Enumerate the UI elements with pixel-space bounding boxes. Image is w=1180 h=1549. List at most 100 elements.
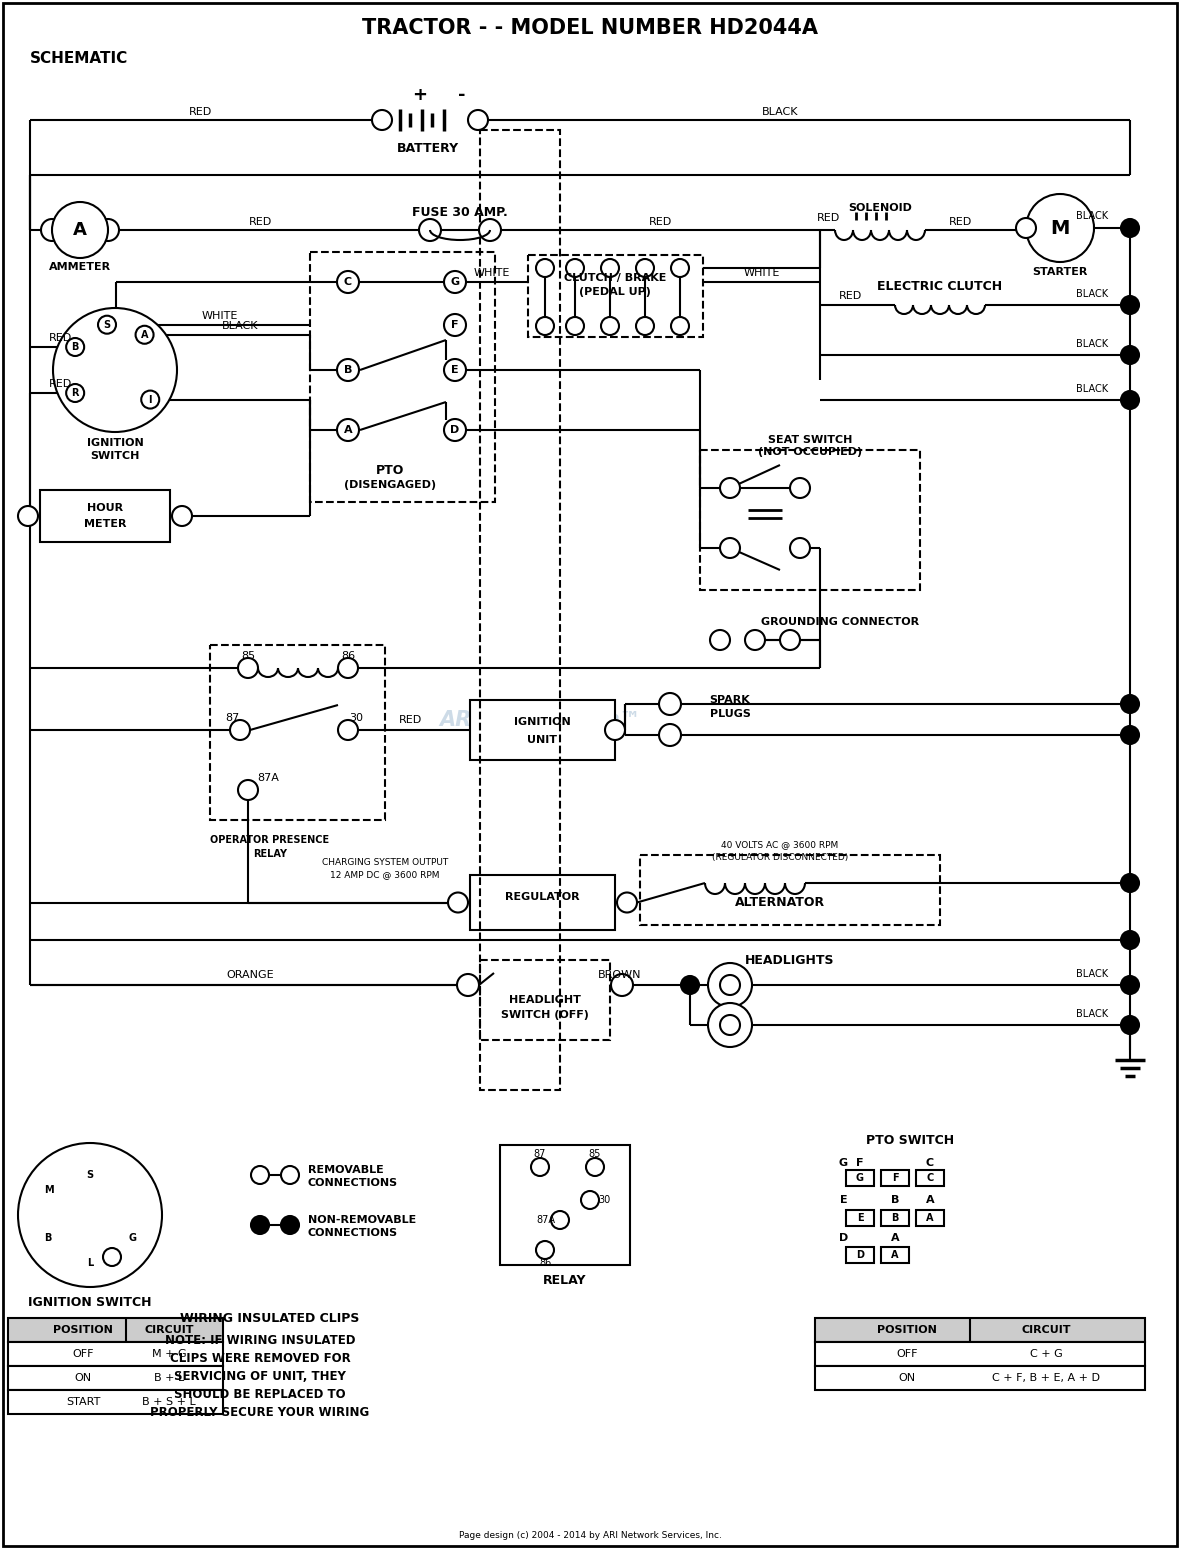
Bar: [310, 252, 494, 502]
Circle shape: [710, 630, 730, 651]
Text: RED: RED: [189, 107, 211, 118]
Bar: [846, 1247, 874, 1262]
Text: E: E: [840, 1194, 848, 1205]
Circle shape: [468, 110, 489, 130]
Text: B: B: [44, 1233, 51, 1242]
Bar: [470, 700, 615, 761]
Circle shape: [1121, 218, 1139, 237]
Text: 30: 30: [598, 1194, 610, 1205]
Text: C + F, B + E, A + D: C + F, B + E, A + D: [992, 1372, 1100, 1383]
Text: F: F: [451, 321, 459, 330]
Text: IGNITION SWITCH: IGNITION SWITCH: [28, 1297, 152, 1309]
Text: CONNECTIONS: CONNECTIONS: [308, 1177, 398, 1188]
Circle shape: [658, 723, 681, 747]
Text: 40 VOLTS AC @ 3600 RPM: 40 VOLTS AC @ 3600 RPM: [721, 841, 839, 849]
Circle shape: [551, 1211, 569, 1228]
Circle shape: [281, 1216, 299, 1235]
Circle shape: [251, 1216, 269, 1235]
Circle shape: [601, 259, 620, 277]
Text: HOUR: HOUR: [87, 503, 123, 513]
Circle shape: [536, 259, 553, 277]
Text: I: I: [149, 395, 152, 404]
Circle shape: [531, 1159, 549, 1176]
Text: OFF: OFF: [897, 1349, 918, 1358]
Text: 86: 86: [341, 651, 355, 661]
Text: SWITCH: SWITCH: [91, 451, 139, 462]
Circle shape: [444, 271, 466, 293]
Text: C + G: C + G: [1030, 1349, 1062, 1358]
Circle shape: [98, 316, 116, 333]
Bar: [916, 1169, 944, 1187]
Text: 87A: 87A: [537, 1214, 556, 1225]
Circle shape: [419, 218, 441, 242]
Text: SCHEMATIC: SCHEMATIC: [30, 51, 129, 65]
Text: (NOT OCCUPIED): (NOT OCCUPIED): [758, 448, 863, 457]
Circle shape: [789, 479, 809, 497]
Circle shape: [136, 325, 153, 344]
Text: BLACK: BLACK: [222, 321, 258, 331]
Text: CONNECTIONS: CONNECTIONS: [308, 1228, 398, 1238]
Text: ELECTRIC CLUTCH: ELECTRIC CLUTCH: [878, 279, 1003, 293]
Text: F: F: [892, 1173, 898, 1183]
Text: SHOULD BE REPLACED TO: SHOULD BE REPLACED TO: [175, 1388, 346, 1400]
Text: PTO SWITCH: PTO SWITCH: [866, 1134, 955, 1146]
Text: CIRCUIT: CIRCUIT: [144, 1324, 194, 1335]
Text: C: C: [926, 1173, 933, 1183]
Text: S: S: [86, 1169, 93, 1180]
Text: (PEDAL UP): (PEDAL UP): [579, 287, 651, 297]
Text: BLACK: BLACK: [1076, 384, 1108, 393]
Circle shape: [566, 259, 584, 277]
Text: BLACK: BLACK: [1076, 1008, 1108, 1019]
Text: RED: RED: [949, 217, 971, 228]
Bar: [846, 1169, 874, 1187]
Text: (DISENGAGED): (DISENGAGED): [343, 480, 437, 489]
Text: C: C: [926, 1159, 935, 1168]
Circle shape: [1121, 976, 1139, 994]
Text: -: -: [458, 87, 466, 104]
Circle shape: [1121, 345, 1139, 364]
Bar: [500, 1145, 630, 1266]
Text: D: D: [856, 1250, 864, 1259]
Text: M: M: [1050, 218, 1070, 237]
Bar: [40, 489, 170, 542]
Text: A: A: [891, 1233, 899, 1242]
Text: A: A: [925, 1194, 935, 1205]
Bar: [8, 1318, 223, 1341]
Text: R: R: [72, 387, 79, 398]
Circle shape: [566, 318, 584, 335]
Text: 87: 87: [533, 1149, 546, 1159]
Text: 85: 85: [241, 651, 255, 661]
Circle shape: [789, 538, 809, 558]
Bar: [210, 644, 385, 819]
Text: ON: ON: [899, 1372, 916, 1383]
Text: Page design (c) 2004 - 2014 by ARI Network Services, Inc.: Page design (c) 2004 - 2014 by ARI Netwo…: [459, 1530, 721, 1540]
Circle shape: [53, 308, 177, 432]
Circle shape: [658, 692, 681, 716]
Circle shape: [448, 892, 468, 912]
Text: START: START: [66, 1397, 100, 1406]
Circle shape: [601, 318, 620, 335]
Bar: [815, 1318, 1145, 1341]
Circle shape: [1016, 218, 1036, 239]
Text: SERVICING OF UNIT, THEY: SERVICING OF UNIT, THEY: [175, 1369, 346, 1383]
Circle shape: [708, 1004, 752, 1047]
Circle shape: [97, 218, 119, 242]
Circle shape: [444, 418, 466, 441]
Text: SOLENOID: SOLENOID: [848, 203, 912, 214]
Circle shape: [337, 271, 359, 293]
Text: RED: RED: [817, 214, 840, 223]
Text: PROPERLY SECURE YOUR WIRING: PROPERLY SECURE YOUR WIRING: [150, 1405, 369, 1419]
Text: HEADLIGHT: HEADLIGHT: [509, 994, 581, 1005]
Text: B: B: [343, 366, 352, 375]
Circle shape: [172, 507, 192, 527]
Text: RED: RED: [48, 333, 72, 342]
Text: NOTE: IF WIRING INSULATED: NOTE: IF WIRING INSULATED: [165, 1334, 355, 1346]
Text: A: A: [73, 222, 87, 239]
Circle shape: [281, 1166, 299, 1183]
Text: BLACK: BLACK: [762, 107, 798, 118]
Circle shape: [444, 314, 466, 336]
Bar: [846, 1210, 874, 1225]
Text: D: D: [839, 1233, 848, 1242]
Text: A: A: [926, 1213, 933, 1224]
Text: RED: RED: [399, 716, 421, 725]
